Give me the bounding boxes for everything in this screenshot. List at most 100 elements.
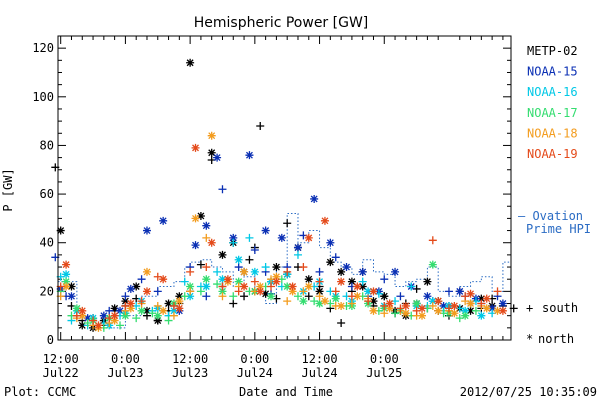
point-south-NOAA-16 [213, 267, 222, 276]
point-north-NOAA-18 [418, 311, 427, 320]
point-south-NOAA-17 [213, 280, 222, 289]
point-north-METP-02 [272, 263, 281, 272]
point-north-NOAA-16 [428, 297, 437, 306]
point-north-NOAA-15 [358, 267, 367, 276]
point-north-METP-02 [337, 267, 346, 276]
point-north-METP-02 [164, 299, 173, 308]
point-north-NOAA-15 [310, 194, 319, 203]
point-north-NOAA-18 [78, 311, 87, 320]
x-tick-label-time: 0:00 [370, 352, 399, 366]
point-north-NOAA-17 [412, 299, 421, 308]
point-south-METP-02 [256, 121, 265, 130]
point-north-NOAA-19 [175, 304, 184, 313]
point-south-NOAA-16 [245, 233, 254, 242]
point-north-METP-02 [304, 275, 313, 284]
point-north-NOAA-15 [83, 314, 92, 323]
point-north-NOAA-16 [364, 287, 373, 296]
point-north-NOAA-15 [116, 306, 125, 315]
point-north-NOAA-18 [240, 267, 249, 276]
point-south-NOAA-18 [202, 233, 211, 242]
point-north-METP-02 [423, 277, 432, 286]
point-south-NOAA-17 [229, 292, 238, 301]
point-south-NOAA-17 [132, 314, 141, 323]
point-north-NOAA-17 [121, 311, 130, 320]
point-north-NOAA-15 [213, 153, 222, 162]
point-north-NOAA-16 [250, 267, 259, 276]
point-south-NOAA-19 [428, 236, 437, 245]
point-north-NOAA-15 [391, 267, 400, 276]
x-tick-label-date: Jul23 [107, 366, 143, 380]
point-south-NOAA-19 [364, 297, 373, 306]
point-south-NOAA-19 [250, 277, 259, 286]
point-north-NOAA-18 [126, 304, 135, 313]
point-north-NOAA-17 [299, 297, 308, 306]
point-south-NOAA-17 [471, 306, 480, 315]
point-north-NOAA-16 [169, 306, 178, 315]
point-south-NOAA-18 [218, 292, 227, 301]
point-north-NOAA-15 [439, 301, 448, 310]
point-south-NOAA-19 [72, 311, 81, 320]
legend-south-symbol: + [526, 301, 533, 315]
point-south-NOAA-19 [202, 263, 211, 272]
plot-frame [57, 35, 512, 341]
point-south-NOAA-19 [331, 287, 340, 296]
point-north-METP-02 [56, 226, 65, 235]
point-south-NOAA-15 [250, 246, 259, 255]
point-south-NOAA-19 [218, 282, 227, 291]
point-north-NOAA-17 [283, 282, 292, 291]
point-north-NOAA-15 [191, 241, 200, 250]
point-north-NOAA-18 [304, 282, 313, 291]
point-south-NOAA-18 [283, 297, 292, 306]
point-north-NOAA-19 [142, 287, 151, 296]
point-north-NOAA-16 [62, 270, 71, 279]
point-north-NOAA-19 [498, 306, 507, 315]
point-north-NOAA-17 [153, 311, 162, 320]
y-tick-label: 100 [32, 90, 54, 104]
point-south-NOAA-18 [380, 309, 389, 318]
y-tick-label: 0 [47, 333, 54, 347]
point-north-METP-02 [466, 306, 475, 315]
point-north-METP-02 [326, 258, 335, 267]
point-south-NOAA-17 [116, 321, 125, 330]
point-south-NOAA-15 [444, 287, 453, 296]
point-north-NOAA-17 [461, 311, 470, 320]
y-tick-label: 80 [40, 138, 54, 152]
point-north-METP-02 [207, 148, 216, 157]
point-north-NOAA-17 [267, 292, 276, 301]
point-south-NOAA-16 [358, 277, 367, 286]
point-north-NOAA-19 [482, 294, 491, 303]
point-north-NOAA-18 [191, 214, 200, 223]
point-north-NOAA-18 [450, 309, 459, 318]
point-north-NOAA-16 [477, 311, 486, 320]
point-north-NOAA-19 [369, 287, 378, 296]
point-north-NOAA-16 [218, 275, 227, 284]
point-south-NOAA-15 [380, 275, 389, 284]
point-north-NOAA-17 [331, 294, 340, 303]
point-north-NOAA-19 [159, 275, 168, 284]
point-north-METP-02 [218, 250, 227, 259]
x-tick-label-time: 0:00 [111, 352, 140, 366]
point-north-NOAA-15 [488, 304, 497, 313]
point-south-NOAA-17 [164, 316, 173, 325]
point-north-NOAA-17 [186, 282, 195, 291]
x-tick-label-date: Jul24 [237, 366, 273, 380]
legend-north-label: north [538, 332, 574, 346]
point-south-NOAA-16 [261, 263, 270, 272]
point-north-NOAA-18 [110, 316, 119, 325]
point-north-NOAA-18 [175, 297, 184, 306]
point-north-METP-02 [153, 316, 162, 325]
point-south-METP-02 [283, 219, 292, 228]
point-north-NOAA-19 [110, 311, 119, 320]
y-tick-label: 120 [32, 41, 54, 55]
point-south-NOAA-15 [396, 292, 405, 301]
point-north-NOAA-19 [223, 275, 232, 284]
point-north-NOAA-19 [78, 306, 87, 315]
point-north-NOAA-15 [159, 216, 168, 225]
point-north-NOAA-19 [385, 299, 394, 308]
point-south-NOAA-15 [137, 275, 146, 284]
point-north-METP-02 [186, 58, 195, 67]
legend-item-NOAA-16: NOAA-16 [527, 85, 578, 99]
point-north-METP-02 [369, 297, 378, 306]
point-north-NOAA-15 [455, 287, 464, 296]
point-north-NOAA-15 [67, 292, 76, 301]
